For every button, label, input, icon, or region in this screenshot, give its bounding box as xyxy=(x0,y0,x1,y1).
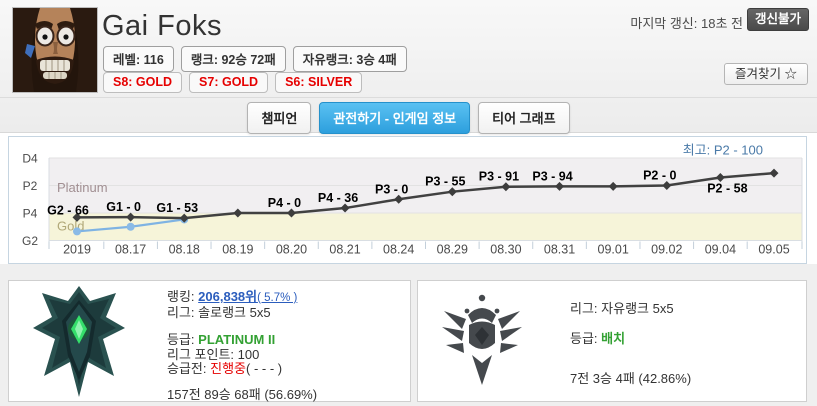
flex-tier-value: 배치 xyxy=(601,331,626,346)
best-tier-label: 최고: P2 - 100 xyxy=(683,143,763,158)
tier-graph-panel: Platinum Gold 최고: P2 - 100 D4 P2 P4 G2 2019 08.1… xyxy=(8,136,807,264)
point-tier-label: P3 - 55 xyxy=(425,175,465,189)
data-point-diamond xyxy=(608,181,618,191)
x-axis-label: 08.24 xyxy=(383,243,414,257)
data-point-diamond xyxy=(179,213,189,223)
info-badge: 자유랭크: 3승 4패 xyxy=(292,46,407,72)
tab-spectate-ingame[interactable]: 관전하기 - 인게임 정보 xyxy=(319,102,471,134)
info-badges: 레벨: 116 랭크: 92승 72패 자유랭크: 3승 4패 xyxy=(103,46,407,72)
header-divider xyxy=(0,97,817,98)
season-tier-badge: S8: GOLD xyxy=(103,72,183,93)
flex-rank-panel: 리그: 자유랭크 5x5 등급: 배치 7전 3승 4패 (42.86%) xyxy=(417,280,807,402)
data-point-diamond xyxy=(555,181,565,191)
data-point-diamond xyxy=(126,212,136,222)
point-tier-label: P2 - 58 xyxy=(707,182,747,196)
solo-tier-line: 등급: PLATINUM II xyxy=(167,332,275,347)
promo-series: ( - - - ) xyxy=(246,361,283,376)
season-badges: S8: GOLD S7: GOLD S6: SILVER xyxy=(103,72,363,93)
x-axis-label: 09.01 xyxy=(598,243,629,257)
solo-ranking-line: 랭킹: 206,838위( 5.7% ) xyxy=(167,289,297,306)
y-axis-label: D4 xyxy=(22,152,38,166)
point-tier-label: P4 - 0 xyxy=(268,196,301,210)
solo-promo-line: 승급전: 진행중( - - - ) xyxy=(167,361,282,376)
ranking-percent-link[interactable]: ( 5.7% ) xyxy=(257,292,298,304)
x-axis-label: 09.04 xyxy=(705,243,736,257)
data-point-diamond xyxy=(286,208,296,218)
ranking-link[interactable]: 206,838위 xyxy=(198,289,258,304)
x-axis-label: 08.21 xyxy=(329,243,360,257)
x-axis-label: 09.02 xyxy=(651,243,682,257)
summoner-avatar xyxy=(12,7,98,93)
x-axis-label: 08.17 xyxy=(115,243,146,257)
x-axis-label: 08.18 xyxy=(169,243,200,257)
data-point-diamond xyxy=(340,203,350,213)
favorite-button[interactable]: 즐겨찾기 ☆ xyxy=(724,63,808,85)
provisional-emblem-icon xyxy=(438,293,526,394)
point-tier-label: P3 - 94 xyxy=(532,169,572,183)
data-point-diamond xyxy=(662,181,672,190)
data-point-diamond xyxy=(501,182,511,192)
point-tier-label: P2 - 0 xyxy=(643,169,676,183)
refresh-button[interactable]: 갱신불가 xyxy=(747,8,809,31)
data-point-diamond xyxy=(715,173,725,183)
x-axis-label: 08.20 xyxy=(276,243,307,257)
y-axis-label: G2 xyxy=(22,234,38,248)
solo-record-line: 157전 89승 68패 (56.69%) xyxy=(167,387,318,402)
info-badge: 레벨: 116 xyxy=(103,46,174,72)
x-axis-label: 08.19 xyxy=(222,243,253,257)
tier-line xyxy=(76,171,775,220)
data-point-diamond xyxy=(447,187,457,197)
x-axis-label: 08.29 xyxy=(437,243,468,257)
promo-label: 승급전: xyxy=(167,361,207,376)
data-point-diamond xyxy=(394,194,404,204)
profile-tabs: 챔피언 관전하기 - 인게임 정보 티어 그래프 xyxy=(0,102,817,134)
y-axis-label: P4 xyxy=(23,207,38,221)
data-point-diamond xyxy=(769,168,779,178)
x-axis-label: 2019 xyxy=(63,243,91,257)
solo-tier-value: PLATINUM II xyxy=(198,332,276,347)
data-point-diamond xyxy=(233,208,243,218)
solo-league-line: 리그: 솔로랭크 5x5 xyxy=(167,305,271,320)
profile-header: Gai Foks 레벨: 116 랭크: 92승 72패 자유랭크: 3승 4패 S… xyxy=(0,0,817,134)
point-tier-label: G1 - 53 xyxy=(156,201,198,215)
last-update-label: 마지막 갱신: 18초 전 xyxy=(630,16,743,31)
y-axis-label: P2 xyxy=(23,179,38,193)
flex-tier-line: 등급: 배치 xyxy=(570,331,625,346)
flex-record-line: 7전 3승 4패 (42.86%) xyxy=(570,371,692,386)
x-axis-label: 08.30 xyxy=(490,243,521,257)
tier-label: 등급: xyxy=(167,332,195,347)
summoner-name: Gai Foks xyxy=(102,10,223,42)
info-badge: 랭크: 92승 72패 xyxy=(180,46,286,72)
promo-status: 진행중 xyxy=(210,361,247,376)
x-axis-label: 09.05 xyxy=(758,243,789,257)
tab-champions[interactable]: 챔피언 xyxy=(247,102,312,134)
solo-rank-panel: 랭킹: 206,838위( 5.7% ) 리그: 솔로랭크 5x5 등급: PL… xyxy=(8,280,411,402)
platinum-emblem-icon xyxy=(29,284,129,405)
flex-league-line: 리그: 자유랭크 5x5 xyxy=(570,301,674,316)
tab-tier-graph[interactable]: 티어 그래프 xyxy=(478,102,570,134)
season-tier-badge: S6: SILVER xyxy=(275,72,363,93)
ranking-label: 랭킹: xyxy=(167,289,195,304)
point-tier-label: P3 - 91 xyxy=(479,170,519,184)
x-axis-label: 08.31 xyxy=(544,243,575,257)
solo-lp-line: 리그 포인트: 100 xyxy=(167,347,260,362)
point-tier-label: P4 - 36 xyxy=(318,191,358,205)
season-tier-badge: S7: GOLD xyxy=(189,72,269,93)
band-label: Platinum xyxy=(57,180,108,195)
data-point-circle xyxy=(73,227,81,236)
point-tier-label: G1 - 0 xyxy=(106,200,141,214)
tier-label: 등급: xyxy=(570,331,598,346)
point-tier-label: G2 - 66 xyxy=(47,203,89,217)
draven-face-icon xyxy=(13,8,97,92)
data-point-diamond xyxy=(72,212,82,222)
point-tier-label: P3 - 0 xyxy=(375,182,408,196)
data-point-circle xyxy=(126,222,135,231)
